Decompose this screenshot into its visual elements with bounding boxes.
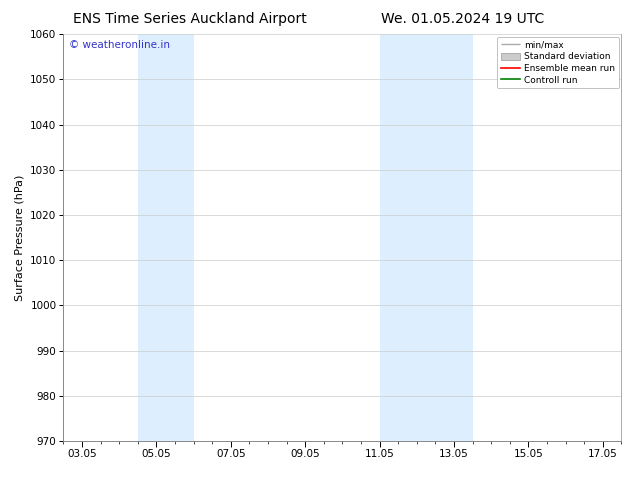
Bar — [380, 34, 472, 441]
Legend: min/max, Standard deviation, Ensemble mean run, Controll run: min/max, Standard deviation, Ensemble me… — [497, 37, 619, 88]
Text: © weatheronline.in: © weatheronline.in — [69, 40, 170, 50]
Y-axis label: Surface Pressure (hPa): Surface Pressure (hPa) — [15, 174, 25, 301]
Text: ENS Time Series Auckland Airport: ENS Time Series Auckland Airport — [74, 12, 307, 26]
Text: We. 01.05.2024 19 UTC: We. 01.05.2024 19 UTC — [381, 12, 545, 26]
Bar — [138, 34, 193, 441]
